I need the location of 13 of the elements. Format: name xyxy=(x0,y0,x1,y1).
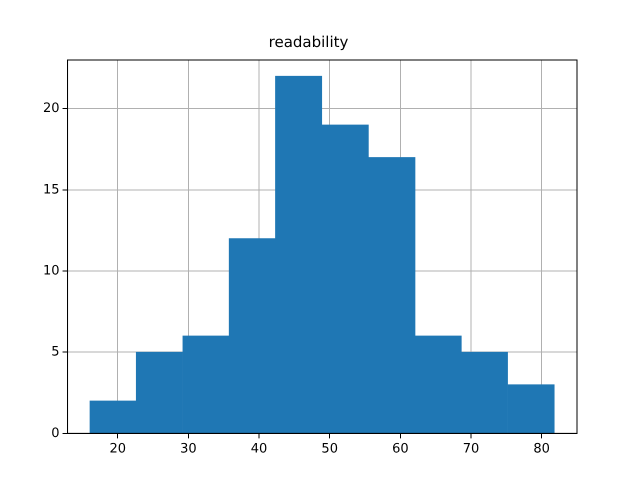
y-tick-label: 10 xyxy=(42,263,60,278)
x-tick-label: 30 xyxy=(180,442,197,457)
x-tick-label: 40 xyxy=(250,442,268,457)
y-tick-label: 15 xyxy=(42,182,60,198)
y-tick-label: 0 xyxy=(51,426,60,441)
x-tick-label: 80 xyxy=(533,442,550,457)
x-tick-label: 50 xyxy=(321,442,338,457)
chart-title: readability xyxy=(268,32,348,51)
x-tick-label: 70 xyxy=(462,442,480,457)
x-tick-label: 60 xyxy=(392,442,409,457)
y-tick-label: 5 xyxy=(51,344,60,360)
x-tick-label: 20 xyxy=(109,442,126,457)
y-tick-label: 20 xyxy=(42,101,60,116)
